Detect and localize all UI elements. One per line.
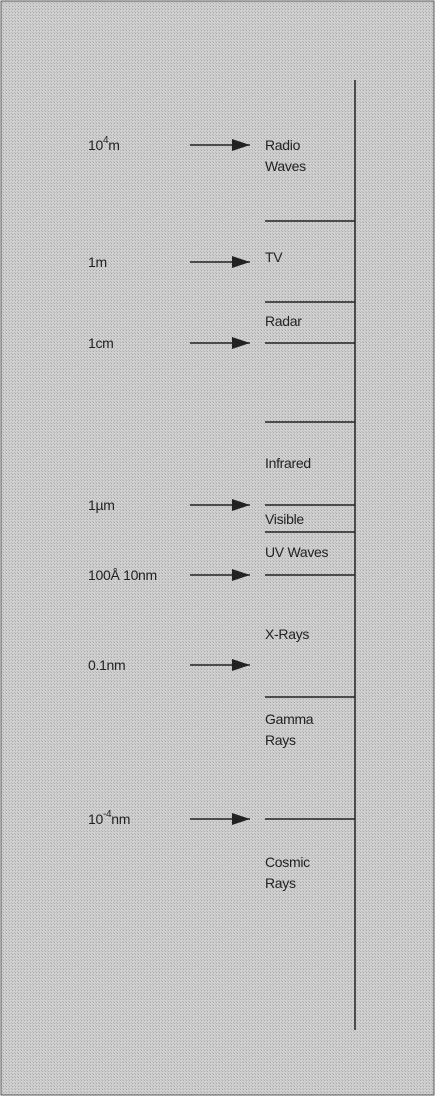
wavelength-label: 1cm bbox=[88, 335, 114, 351]
label-text: 0.1nm bbox=[88, 657, 125, 673]
band-label: UV Waves bbox=[265, 544, 329, 560]
band-label: Cosmic bbox=[265, 854, 310, 870]
label-text: 1cm bbox=[88, 335, 114, 351]
label-text: 100Å 10nm bbox=[88, 567, 157, 583]
band-label: Rays bbox=[265, 875, 296, 891]
label-text: 10 bbox=[88, 811, 103, 827]
band-label: Infrared bbox=[265, 455, 311, 471]
wavelength-label: 1µm bbox=[88, 497, 115, 513]
wavelength-label: 10-4nm bbox=[88, 809, 130, 827]
band-label: Radio bbox=[265, 137, 301, 153]
label-text: 1m bbox=[88, 254, 107, 270]
label-sup: 4 bbox=[103, 135, 109, 146]
label-sup: -4 bbox=[103, 809, 112, 820]
wavelength-label: 1m bbox=[88, 254, 107, 270]
band-label: TV bbox=[265, 249, 283, 265]
label-text: 10 bbox=[88, 137, 103, 153]
band-label: Radar bbox=[265, 313, 302, 329]
label-unit: m bbox=[108, 137, 119, 153]
band-label: Waves bbox=[265, 158, 306, 174]
band-label: Visible bbox=[265, 511, 304, 527]
band-label: Rays bbox=[265, 732, 296, 748]
wavelength-label: 0.1nm bbox=[88, 657, 125, 673]
wavelength-label: 100Å 10nm bbox=[88, 567, 157, 583]
wavelength-label: 104m bbox=[88, 135, 120, 153]
label-text: 1µm bbox=[88, 497, 115, 513]
band-label: Gamma bbox=[265, 711, 314, 727]
band-label: X-Rays bbox=[265, 626, 309, 642]
label-unit: nm bbox=[111, 811, 130, 827]
